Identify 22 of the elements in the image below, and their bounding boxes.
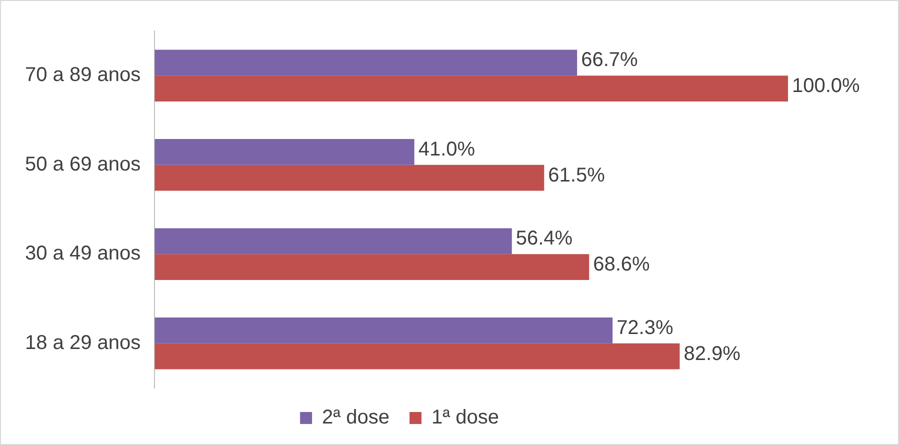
- data-label: 61.5%: [548, 164, 606, 186]
- data-label: 66.7%: [581, 49, 638, 72]
- data-label: 72.3%: [616, 316, 674, 339]
- data-label: 56.4%: [516, 228, 573, 250]
- bar: [154, 254, 590, 280]
- bar: [154, 138, 414, 165]
- y-tick-label: 30 a 49 anos: [25, 242, 141, 265]
- bar: [154, 317, 613, 344]
- legend-label: 1ª dose: [432, 406, 499, 429]
- data-label: 82.9%: [684, 342, 741, 365]
- bar: [154, 343, 680, 370]
- data-label: 68.6%: [593, 254, 650, 276]
- y-tick-label: 18 a 29 anos: [25, 332, 141, 354]
- y-tick-label: 70 a 89 anos: [25, 64, 141, 86]
- y-tick-label: 50 a 69 anos: [25, 153, 141, 176]
- data-label: 41.0%: [418, 138, 476, 160]
- bar: [154, 50, 578, 76]
- legend-label: 2ª dose: [322, 406, 390, 429]
- data-label: 100.0%: [792, 75, 860, 98]
- bar: [154, 76, 788, 102]
- bar: [154, 228, 512, 254]
- bar: [154, 164, 544, 191]
